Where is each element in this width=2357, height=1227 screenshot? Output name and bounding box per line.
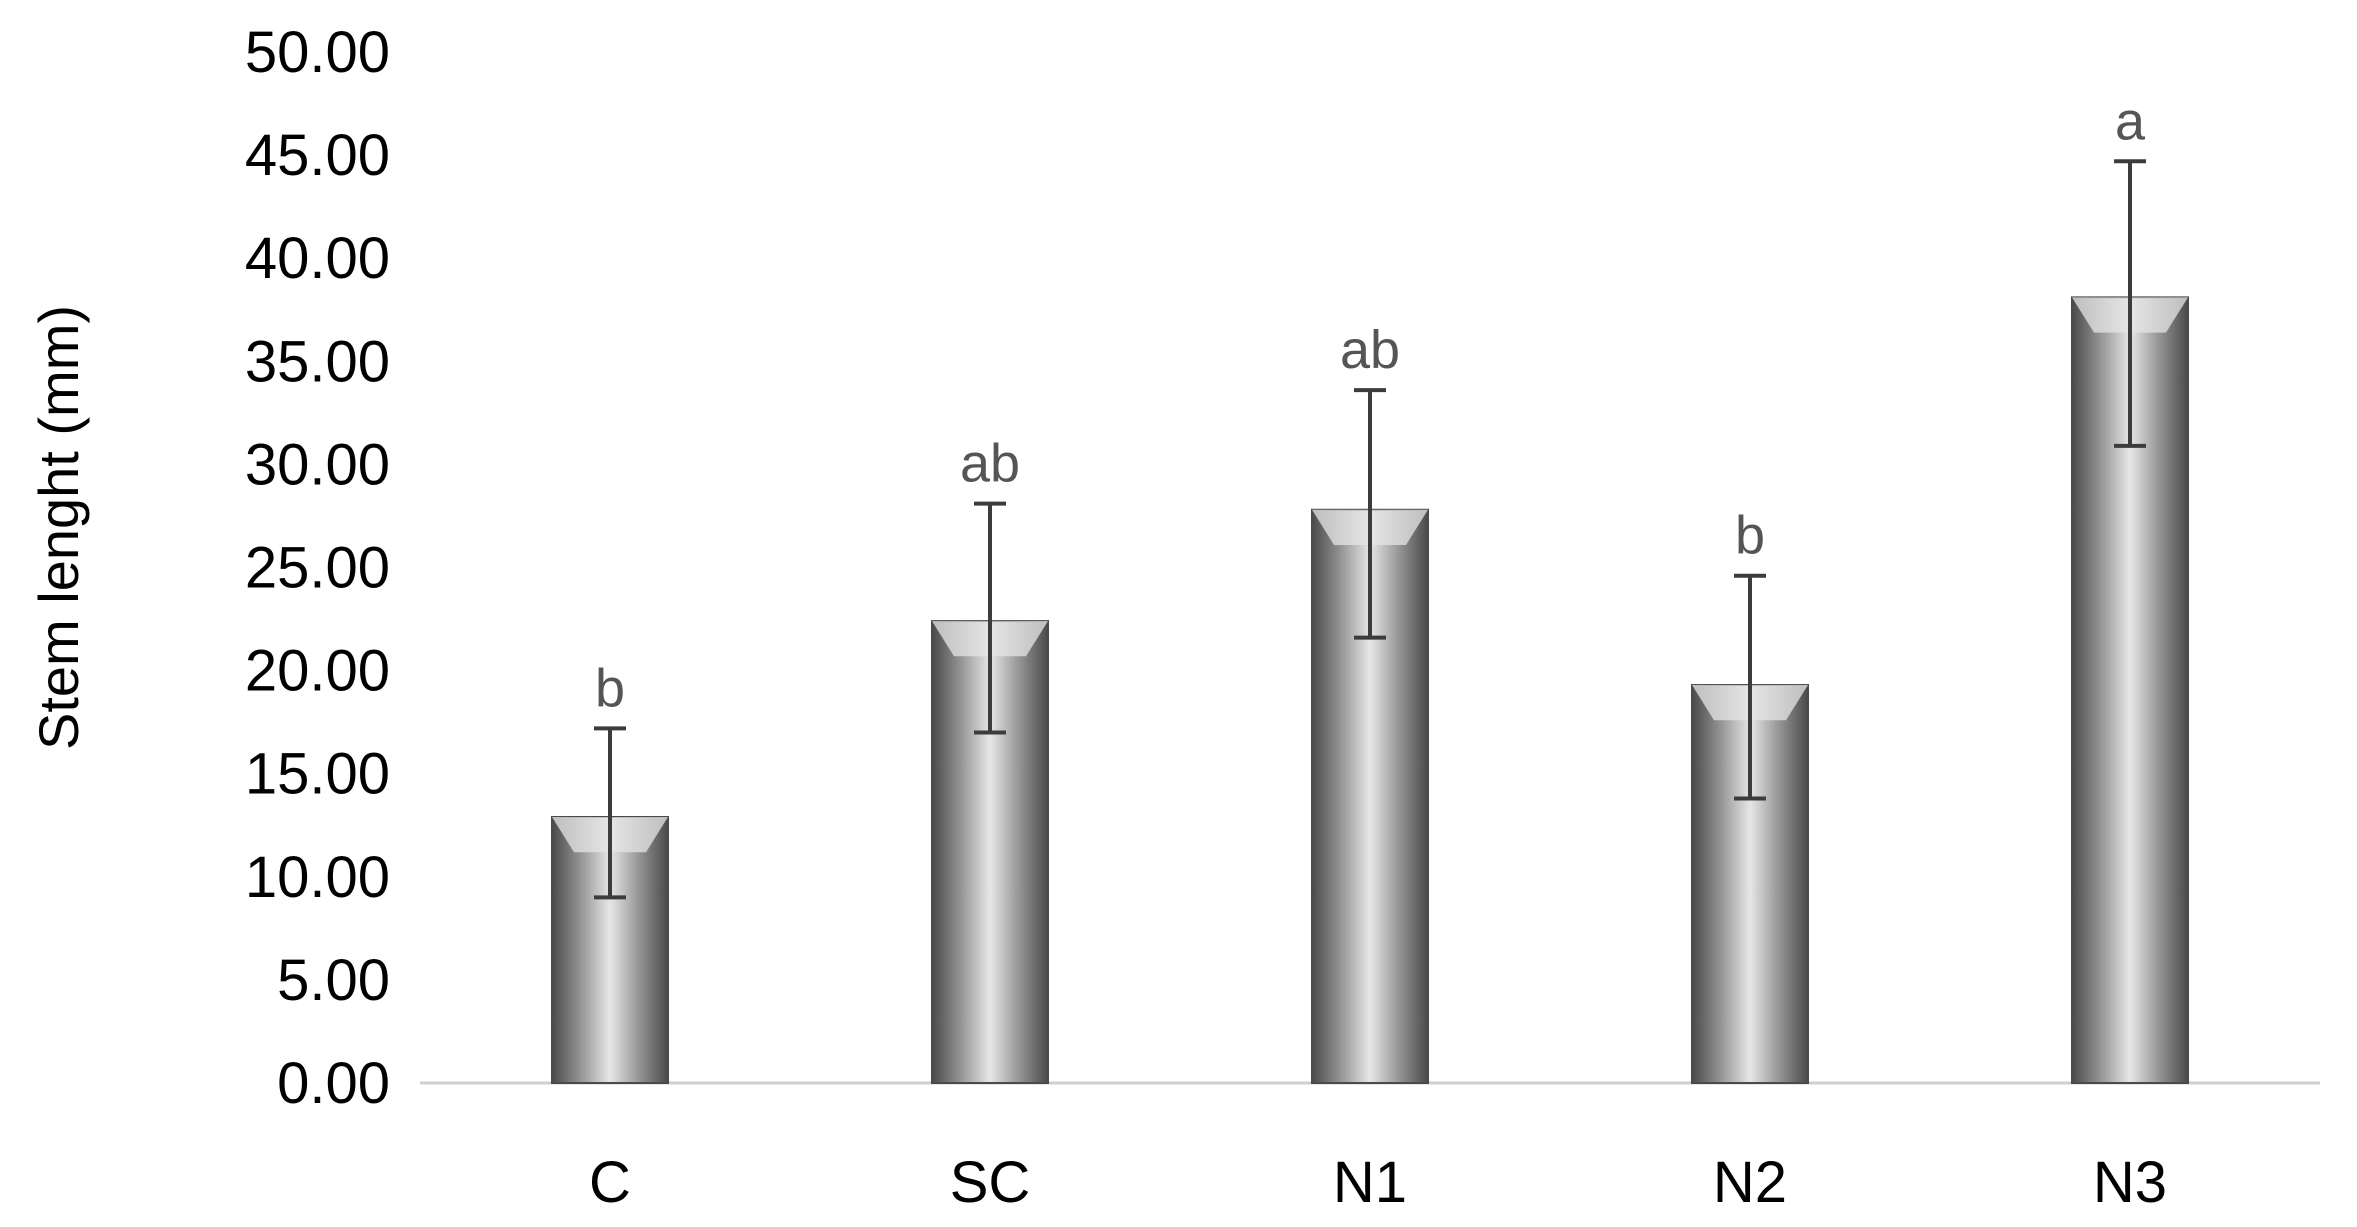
- y-tick-label: 25.00: [245, 536, 390, 601]
- y-axis-title: Stem lenght (mm): [27, 305, 90, 750]
- y-tick-label: 30.00: [245, 432, 390, 497]
- y-tick-label: 20.00: [245, 639, 390, 704]
- y-tick-label: 10.00: [245, 845, 390, 910]
- y-tick-label: 0.00: [277, 1051, 390, 1116]
- x-tick-label: C: [589, 1150, 631, 1215]
- bar-group: b: [551, 658, 669, 1084]
- x-tick-label: SC: [950, 1150, 1031, 1215]
- error-bar: [1354, 388, 1386, 640]
- y-tick-label: 15.00: [245, 742, 390, 807]
- x-tick-label: N2: [1713, 1150, 1787, 1215]
- y-axis: 0.00 5.00 10.00 15.00 20.00 25.00 30.00 35.00 40…: [245, 20, 390, 1116]
- bars: b ab ab b a: [551, 91, 2189, 1085]
- bar-group: ab: [931, 434, 1049, 1084]
- significance-label: a: [2115, 91, 2146, 151]
- x-axis: C SC N1 N2 N3: [589, 1150, 2167, 1215]
- y-tick-label: 5.00: [277, 948, 390, 1013]
- error-bar: [594, 726, 626, 900]
- y-tick-label: 45.00: [245, 123, 390, 188]
- bar-group: a: [2071, 91, 2189, 1084]
- error-bar: [974, 501, 1006, 735]
- y-tick-label: 50.00: [245, 20, 390, 85]
- y-tick-label: 35.00: [245, 329, 390, 394]
- error-bar: [2114, 159, 2146, 448]
- x-tick-label: N3: [2093, 1150, 2167, 1215]
- x-tick-label: N1: [1333, 1150, 1407, 1215]
- significance-label: ab: [960, 434, 1020, 494]
- bar-group: b: [1691, 506, 1809, 1084]
- bar-group: ab: [1311, 320, 1429, 1085]
- error-bar: [1734, 573, 1766, 801]
- y-tick-label: 40.00: [245, 226, 390, 291]
- significance-label: ab: [1340, 320, 1400, 380]
- significance-label: b: [1735, 506, 1765, 566]
- significance-label: b: [595, 658, 625, 718]
